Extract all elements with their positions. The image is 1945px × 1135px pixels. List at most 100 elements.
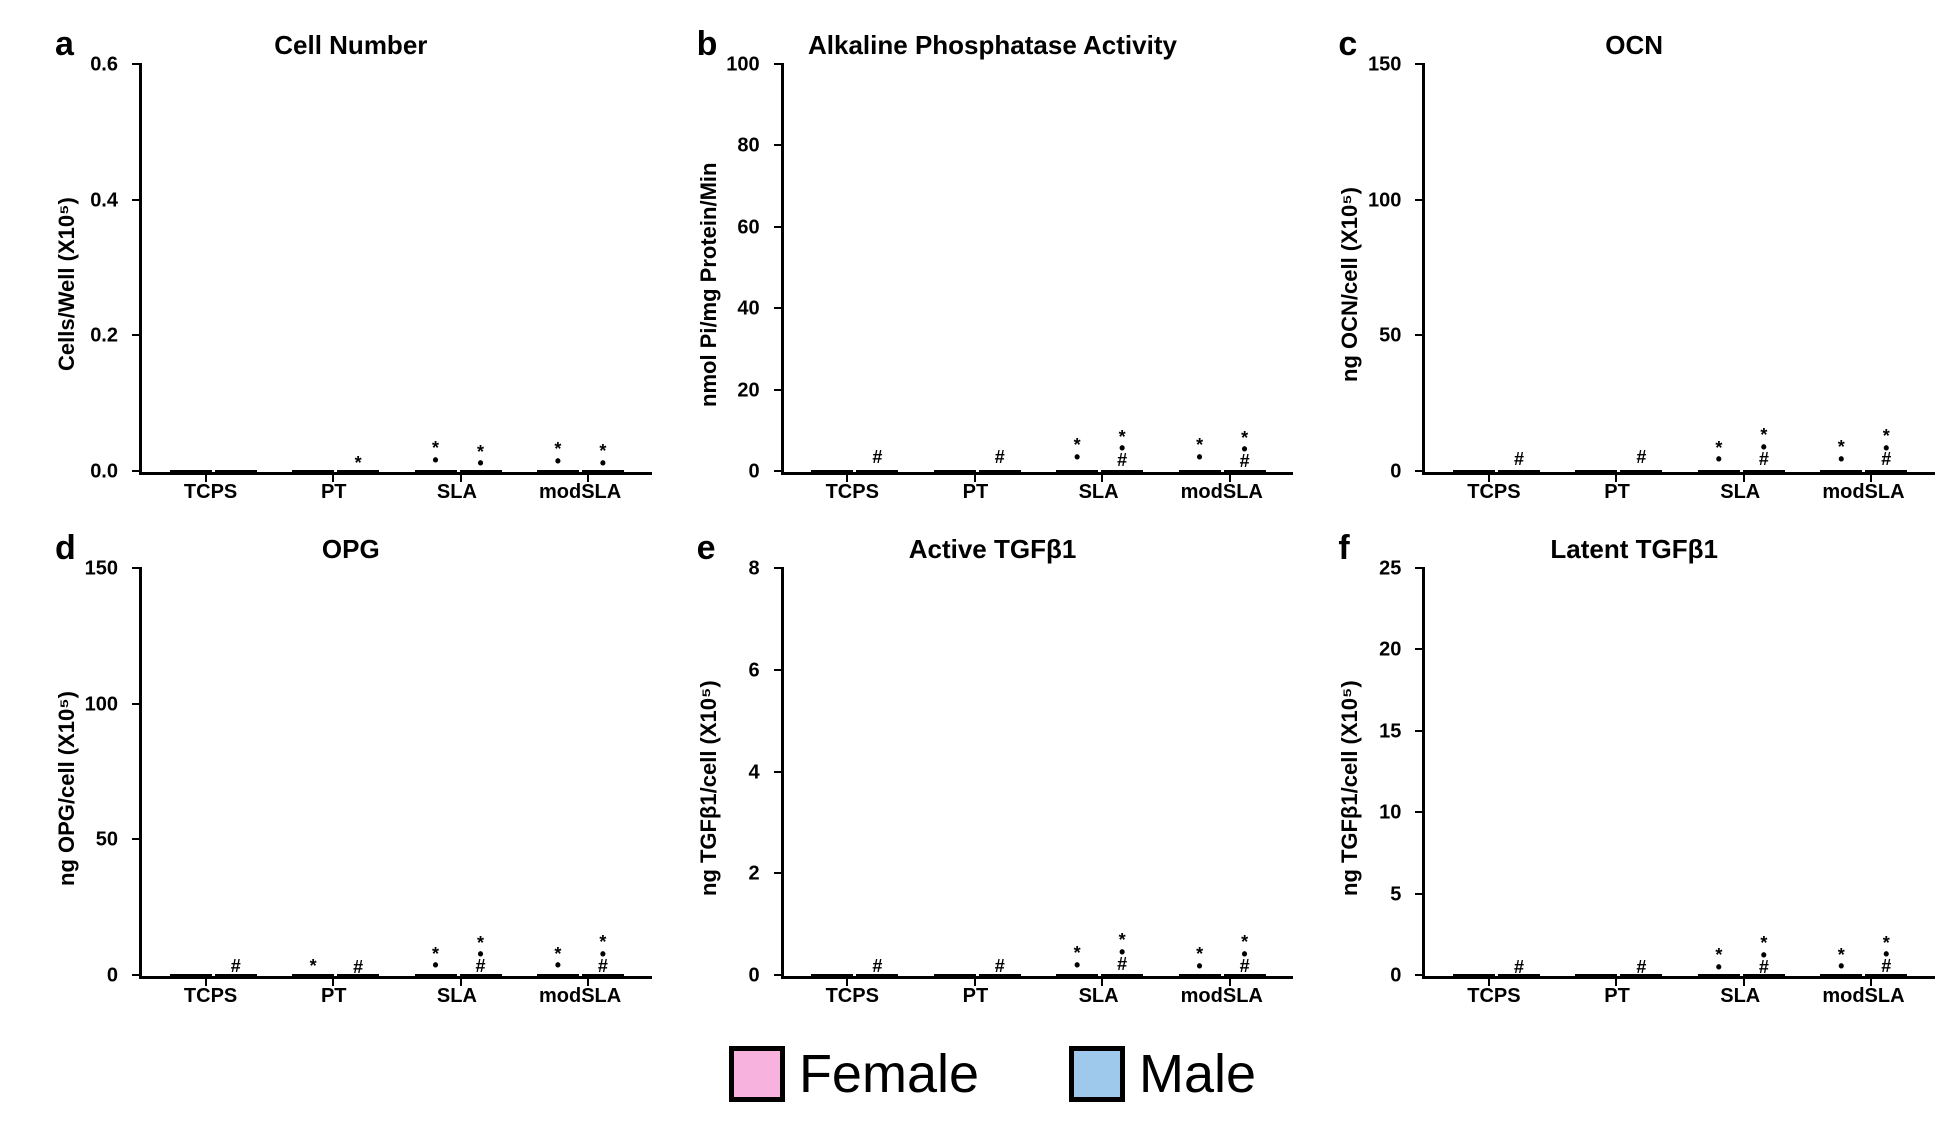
y-axis-label: Cells/Well (X10⁵) [50,65,84,504]
y-tick-label: 25 [1379,558,1401,581]
bar-male: # [856,974,898,976]
y-tick: 20 [1415,648,1425,650]
y-tick-label: 0 [1390,461,1401,484]
y-tick-label: 2 [749,863,760,886]
significance-annotation: *• [1196,949,1203,972]
x-tick [1743,976,1745,986]
bar-male: *•# [1224,470,1266,472]
bar-group-TCPS: # [1453,974,1540,976]
y-tick: 0 [1415,974,1425,976]
bar-female: *• [415,470,457,472]
y-tick-label: 8 [749,558,760,581]
bar-group-SLA: *•*•# [1056,470,1143,472]
bar-group-TCPS: # [1453,470,1540,472]
x-tick [332,472,334,482]
bar-male: # [856,470,898,472]
panel-title: Cell Number [50,30,652,61]
x-tick [205,472,207,482]
x-tick-label: SLA [1679,481,1802,504]
x-tick [587,976,589,986]
plot-area: nmol Pi/mg Protein/Min020406080100##*•*•… [692,65,1294,504]
bar-male: *•# [1101,974,1143,976]
y-tick: 15 [1415,730,1425,732]
y-tick-label: 4 [749,761,760,784]
y-tick-label: 0 [749,461,760,484]
panel-letter: c [1338,25,1357,64]
y-tick: 100 [132,703,142,705]
x-tick [974,472,976,482]
bar-male: *•# [1865,974,1907,976]
y-tick: 150 [1415,63,1425,65]
y-tick: 0.0 [132,470,142,472]
x-tick-label: SLA [395,985,518,1008]
x-tick [1101,976,1103,986]
bar-male: # [979,470,1021,472]
bar-group-PT: # [934,974,1021,976]
bar-male: *•# [1224,974,1266,976]
y-tick-label: 50 [96,829,118,852]
bar-male: *•# [1101,470,1143,472]
bar-male [215,470,257,472]
significance-annotation: *•# [598,937,608,972]
bar-female [292,470,334,472]
bar-male: *• [582,470,624,472]
y-tick: 40 [774,307,784,309]
y-tick-label: 150 [1368,54,1401,77]
x-axis: TCPSPTSLAmodSLA [1422,475,1935,504]
chart-body: 02468##*•*•#*•*•# [781,569,1294,979]
significance-annotation: # [353,962,363,974]
significance-annotation: *• [1715,950,1722,973]
y-tick: 10 [1415,811,1425,813]
y-tick-label: 20 [1379,639,1401,662]
bar-female [934,470,976,472]
bar-female: *• [1820,974,1862,976]
y-tick-label: 0 [107,965,118,988]
bars-container: ##*•*•#*•*•# [1425,65,1935,472]
bar-male: # [1620,470,1662,472]
panel-e: eActive TGFβ1ng TGFβ1/cell (X10⁵)02468##… [692,534,1294,1008]
significance-annotation: *• [432,443,439,466]
bar-group-modSLA: *•*•# [1179,470,1266,472]
significance-annotation: *• [599,446,606,469]
bar-female [170,470,212,472]
chart-area: 0510152025##*•*•#*•*•#TCPSPTSLAmodSLA [1367,569,1935,1008]
bar-male: *• [460,470,502,472]
bar-group-PT: # [1575,470,1662,472]
y-tick: 0 [1415,470,1425,472]
x-tick-label: SLA [1037,985,1160,1008]
significance-annotation: *• [1838,950,1845,973]
significance-annotation: # [995,452,1005,464]
significance-annotation: *•# [476,938,486,973]
y-tick: 2 [774,872,784,874]
plot-area: ng TGFβ1/cell (X10⁵)02468##*•*•#*•*•#TCP… [692,569,1294,1008]
y-tick: 0 [774,974,784,976]
bar-male: # [1498,974,1540,976]
y-tick-label: 100 [85,693,118,716]
bar-group-modSLA: *•*•# [537,974,624,976]
x-tick [460,472,462,482]
panel-title: OPG [50,534,652,565]
bar-female [934,974,976,976]
panel-grid: aCell NumberCells/Well (X10⁵)0.00.20.40.… [20,20,1945,1018]
bar-female: *• [1698,470,1740,472]
y-tick-label: 10 [1379,802,1401,825]
y-tick: 0 [132,974,142,976]
bar-group-modSLA: *•*•# [1179,974,1266,976]
bar-female: *• [1056,470,1098,472]
y-tick-label: 15 [1379,720,1401,743]
bar-group-PT: *# [292,974,379,976]
bar-group-SLA: *•*• [415,470,502,472]
x-tick-label: TCPS [149,481,272,504]
legend-item-female: Female [729,1043,979,1105]
significance-annotation: # [1636,452,1646,464]
x-tick-label: modSLA [1802,985,1925,1008]
y-tick: 0.4 [132,199,142,201]
bar-male: *•# [1743,974,1785,976]
x-tick [1870,472,1872,482]
x-tick-label: TCPS [149,985,272,1008]
x-tick [460,976,462,986]
bars-container: ##*•*•#*•*•# [784,569,1294,976]
bar-male: *•# [1743,470,1785,472]
bar-group-PT: * [292,470,379,472]
plot-area: ng OCN/cell (X10⁵)050100150##*•*•#*•*•#T… [1333,65,1935,504]
